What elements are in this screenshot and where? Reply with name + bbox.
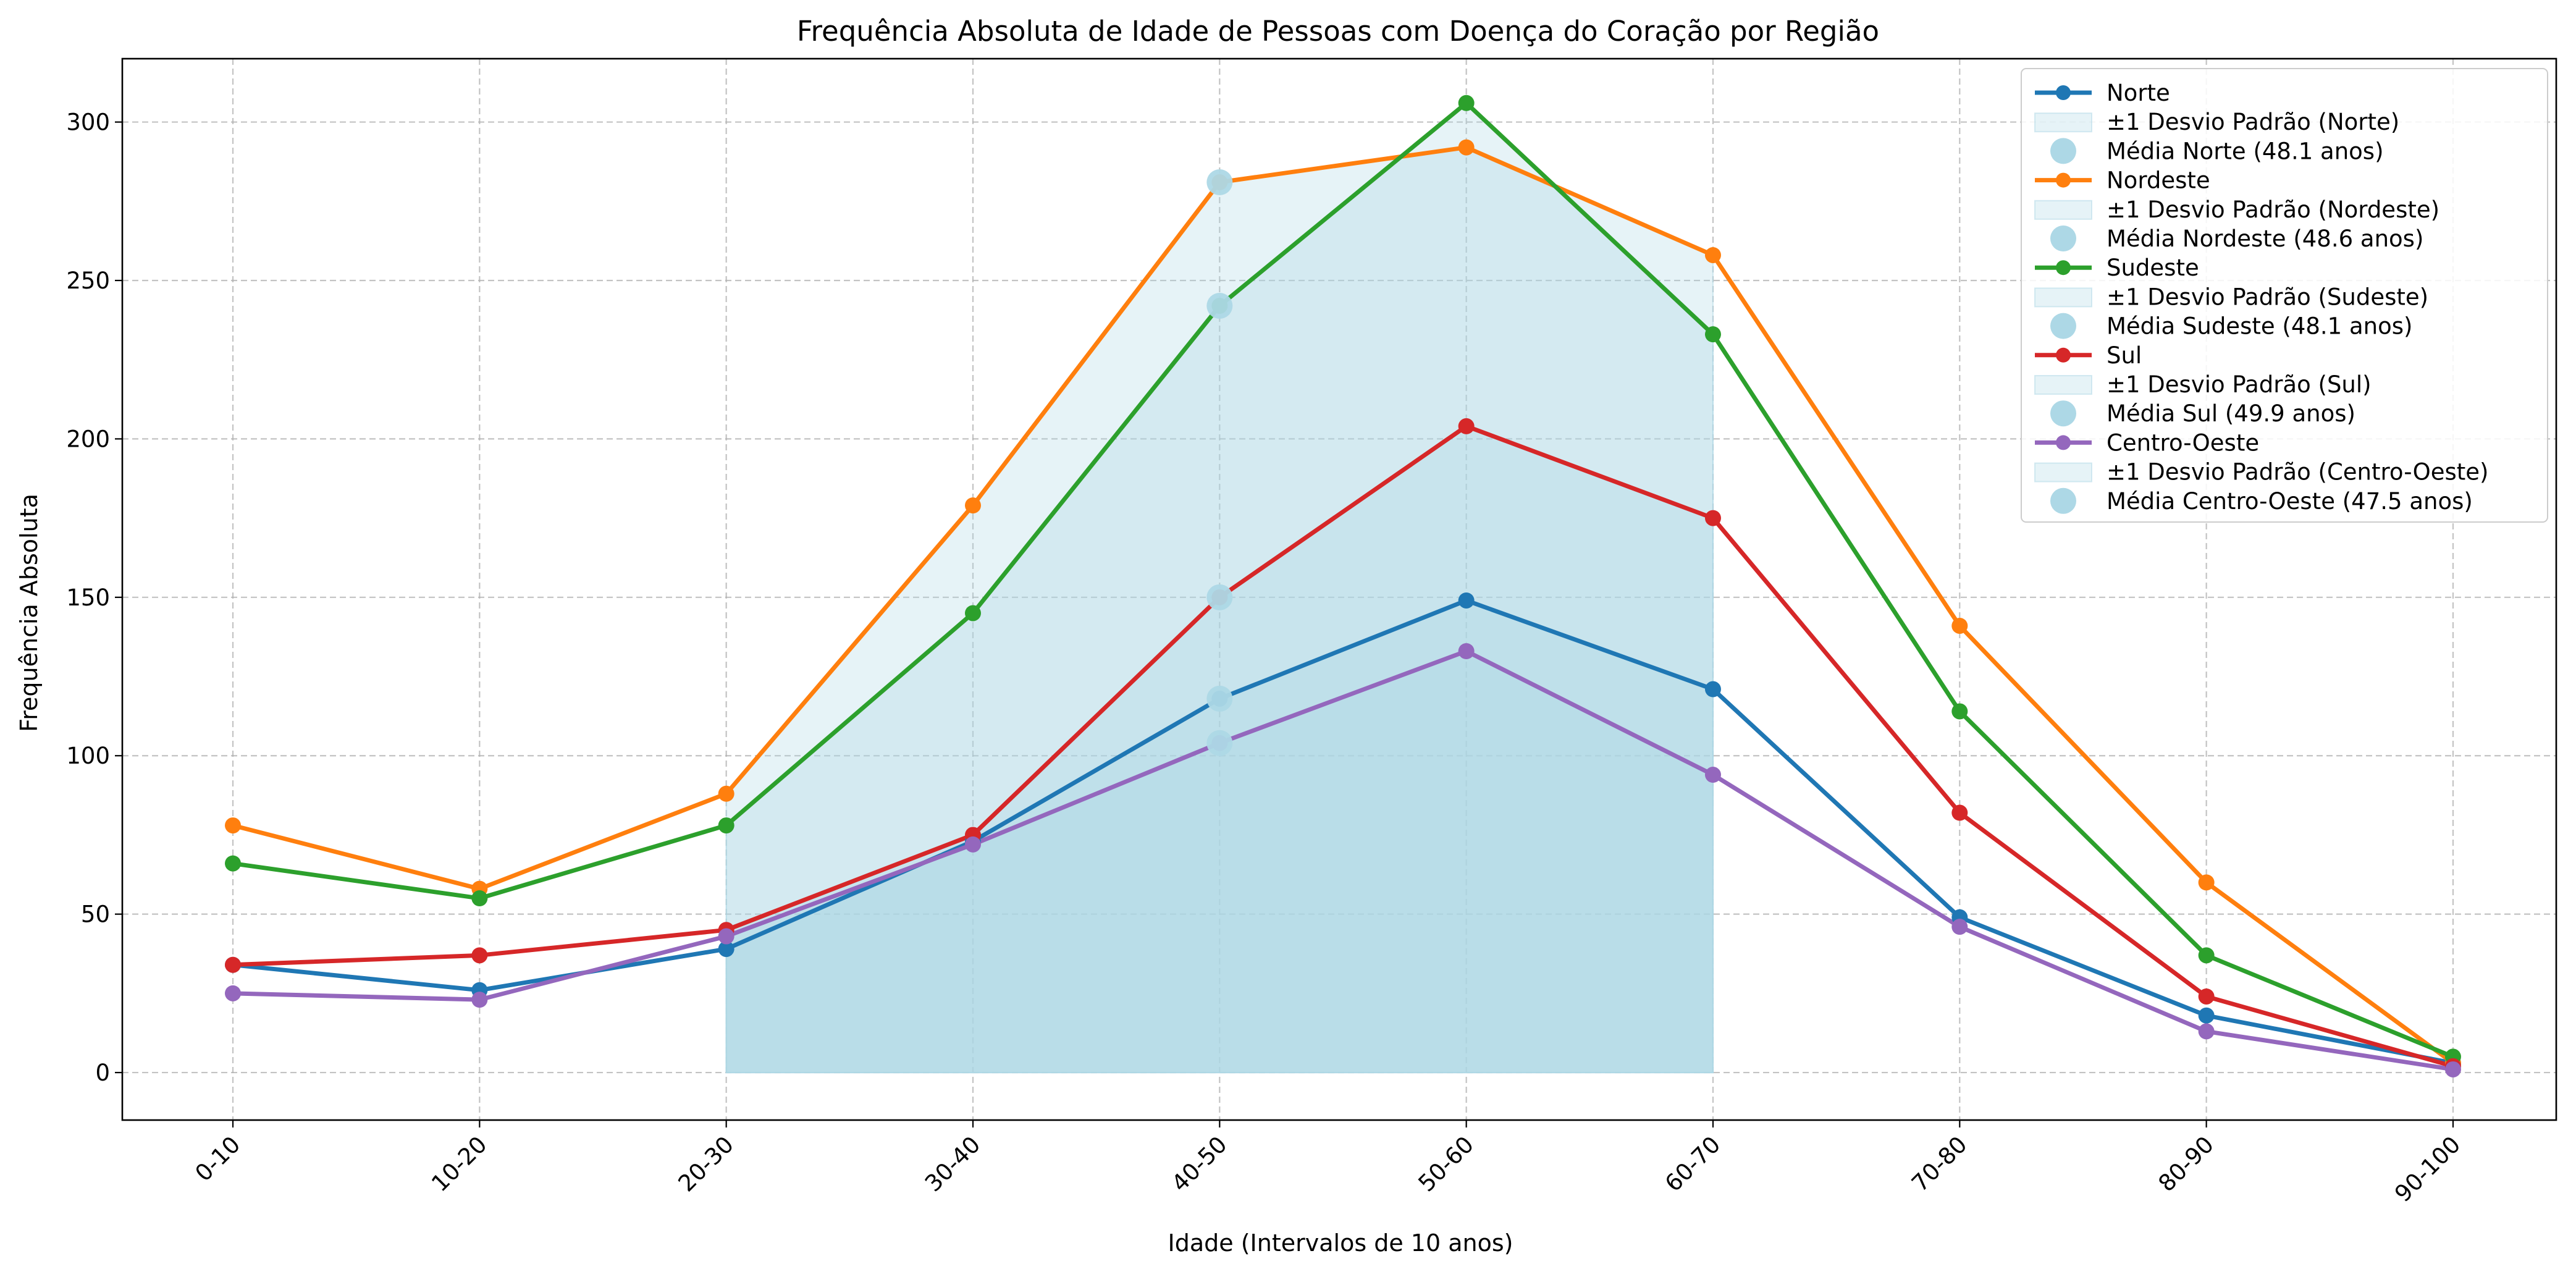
data-point: [1458, 418, 1475, 434]
legend-band-label: ±1 Desvio Padrão (Centro-Oeste): [2107, 459, 2488, 486]
mean-markers: [1206, 169, 1233, 756]
legend-series-label: Norte: [2107, 80, 2170, 106]
legend-band-handle: [2034, 462, 2092, 483]
legend-marker-handle: [2056, 435, 2071, 450]
data-point: [2198, 1023, 2215, 1040]
data-point: [2198, 988, 2215, 1005]
y-tick-label: 50: [81, 901, 110, 928]
legend-mean-handle: [2050, 400, 2076, 427]
data-point: [2198, 874, 2215, 891]
series-line: [232, 424, 2454, 1069]
data-point: [1951, 919, 1968, 935]
data-point: [1704, 681, 1721, 698]
data-point: [225, 855, 241, 872]
data-point: [718, 941, 734, 958]
legend: Norte ±1 Desvio Padrão (Norte) Média Norte…: [2021, 68, 2548, 523]
legend-series-label: Centro-Oeste: [2107, 429, 2259, 456]
legend-mean-label: Média Nordeste (48.6 anos): [2107, 225, 2423, 252]
legend-mean-handle: [2050, 138, 2076, 164]
data-point: [225, 985, 241, 1001]
data-point: [964, 497, 981, 514]
plot-frame: [121, 57, 2557, 1121]
legend-series-label: Sudeste: [2107, 255, 2199, 281]
legend-marker-handle: [2056, 172, 2071, 188]
data-point: [1458, 643, 1475, 660]
data-point: [1458, 139, 1475, 156]
mean-marker: [1206, 169, 1233, 196]
y-axis-label: Frequência Absoluta: [15, 494, 43, 732]
data-point: [718, 928, 734, 945]
series-line: [232, 649, 2454, 1072]
legend-band-label: ±1 Desvio Padrão (Nordeste): [2107, 196, 2439, 223]
data-point: [1704, 767, 1721, 783]
data-point: [471, 890, 488, 907]
legend-series-label: Nordeste: [2107, 167, 2210, 194]
data-point: [1951, 804, 1968, 821]
series-line: [232, 101, 2454, 1059]
data-point: [2444, 1061, 2461, 1077]
legend-series-label: Sul: [2107, 342, 2142, 369]
legend-band-label: ±1 Desvio Padrão (Norte): [2107, 109, 2399, 135]
legend-mean-handle: [2050, 225, 2076, 251]
y-axis-ticks: 0 50 100 150 200 250 300: [66, 109, 122, 1086]
legend-band-handle: [2034, 375, 2092, 395]
legend-marker-handle: [2056, 347, 2071, 363]
legend-mean-handle: [2050, 487, 2076, 514]
y-tick-label: 0: [95, 1060, 110, 1086]
data-point: [471, 947, 488, 964]
data-point: [718, 785, 734, 802]
data-point: [964, 836, 981, 853]
legend-band-label: ±1 Desvio Padrão (Sul): [2107, 371, 2372, 398]
data-point: [718, 817, 734, 834]
legend-band-label: ±1 Desvio Padrão (Sudeste): [2107, 284, 2428, 310]
legend-mean-label: Média Sul (49.9 anos): [2107, 400, 2355, 427]
mean-marker: [1206, 293, 1233, 319]
legend-band-handle: [2034, 200, 2092, 220]
data-point: [1704, 510, 1721, 526]
data-point: [225, 956, 241, 973]
legend-mean-handle: [2050, 313, 2076, 339]
y-tick-label: 200: [66, 426, 110, 452]
x-axis-label: Idade (Intervalos de 10 anos): [1168, 1229, 1513, 1257]
legend-mean-label: Média Centro-Oeste (47.5 anos): [2107, 488, 2473, 515]
y-tick-label: 250: [66, 268, 110, 294]
data-point: [1458, 592, 1475, 609]
chart-title: Frequência Absoluta de Idade de Pessoas …: [797, 15, 1879, 48]
mean-marker: [1206, 685, 1233, 712]
y-tick-label: 100: [66, 743, 110, 769]
y-tick-label: 300: [66, 109, 110, 136]
mean-marker: [1206, 584, 1233, 610]
data-point: [2198, 1007, 2215, 1024]
legend-mean-label: Média Norte (48.1 anos): [2107, 138, 2384, 164]
legend-mean-label: Média Sudeste (48.1 anos): [2107, 313, 2412, 340]
data-point: [1704, 247, 1721, 263]
legend-marker-handle: [2056, 260, 2071, 276]
legend-box: [2021, 68, 2548, 523]
data-point: [225, 817, 241, 834]
data-point: [1951, 703, 1968, 720]
legend-band-handle: [2034, 112, 2092, 133]
data-point: [1951, 617, 1968, 634]
legend-band-handle: [2034, 287, 2092, 308]
series-lines: [232, 101, 2455, 1072]
data-point: [1704, 326, 1721, 343]
mean-marker: [1206, 730, 1233, 756]
series-line: [232, 145, 2455, 1065]
data-point: [964, 605, 981, 622]
legend-marker-handle: [2056, 85, 2071, 100]
y-tick-label: 150: [66, 584, 110, 611]
data-point: [2198, 947, 2215, 964]
data-point: [471, 992, 488, 1008]
data-point: [1458, 95, 1475, 111]
